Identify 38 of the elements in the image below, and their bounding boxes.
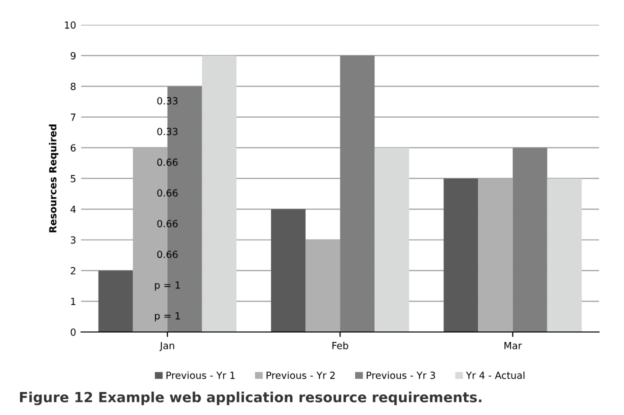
legend-label: Previous - Yr 1 [166,371,235,379]
legend-label: Yr 4 - Actual [466,371,524,379]
bar [374,148,410,332]
annotation: 0.66 [157,158,178,166]
bar [202,56,236,332]
legend-label: Previous - Yr 2 [266,371,335,379]
x-tick-label: Jan [159,342,174,352]
annotation: 0.66 [157,189,178,197]
y-tick-label: 7 [70,114,76,121]
annotation: p = 1 [154,282,180,291]
y-tick-label: 9 [70,52,76,60]
bar [306,240,340,332]
bar [444,178,478,332]
x-tick-label: Feb [332,342,348,350]
bar [340,56,375,332]
y-tick-label: 10 [64,21,76,29]
annotation: 0.33 [157,128,178,136]
x-tick-label: Mar [504,342,522,350]
annotation: 0.66 [157,250,178,258]
y-tick-label: 2 [70,267,76,274]
bar [512,148,548,332]
annotation: p = 1 [154,312,180,322]
annotation: 0.66 [157,220,178,228]
bar [547,178,582,332]
bar [271,209,306,332]
annotation: 0.33 [157,97,178,104]
y-tick-label: 6 [70,144,76,152]
y-axis-title: Resources Required [48,124,58,232]
caption: Figure 12 Example web application resource requirements. [20,392,482,406]
legend-label: Previous - Yr 3 [366,371,436,379]
y-tick-label: 8 [70,82,76,90]
y-tick-label: 4 [70,206,76,213]
y-tick-label: 3 [70,236,76,244]
bar [98,270,133,332]
y-tick-label: 0 [70,328,76,336]
y-tick-label: 5 [70,175,76,182]
y-tick-label: 1 [71,298,76,305]
bar [478,178,513,332]
